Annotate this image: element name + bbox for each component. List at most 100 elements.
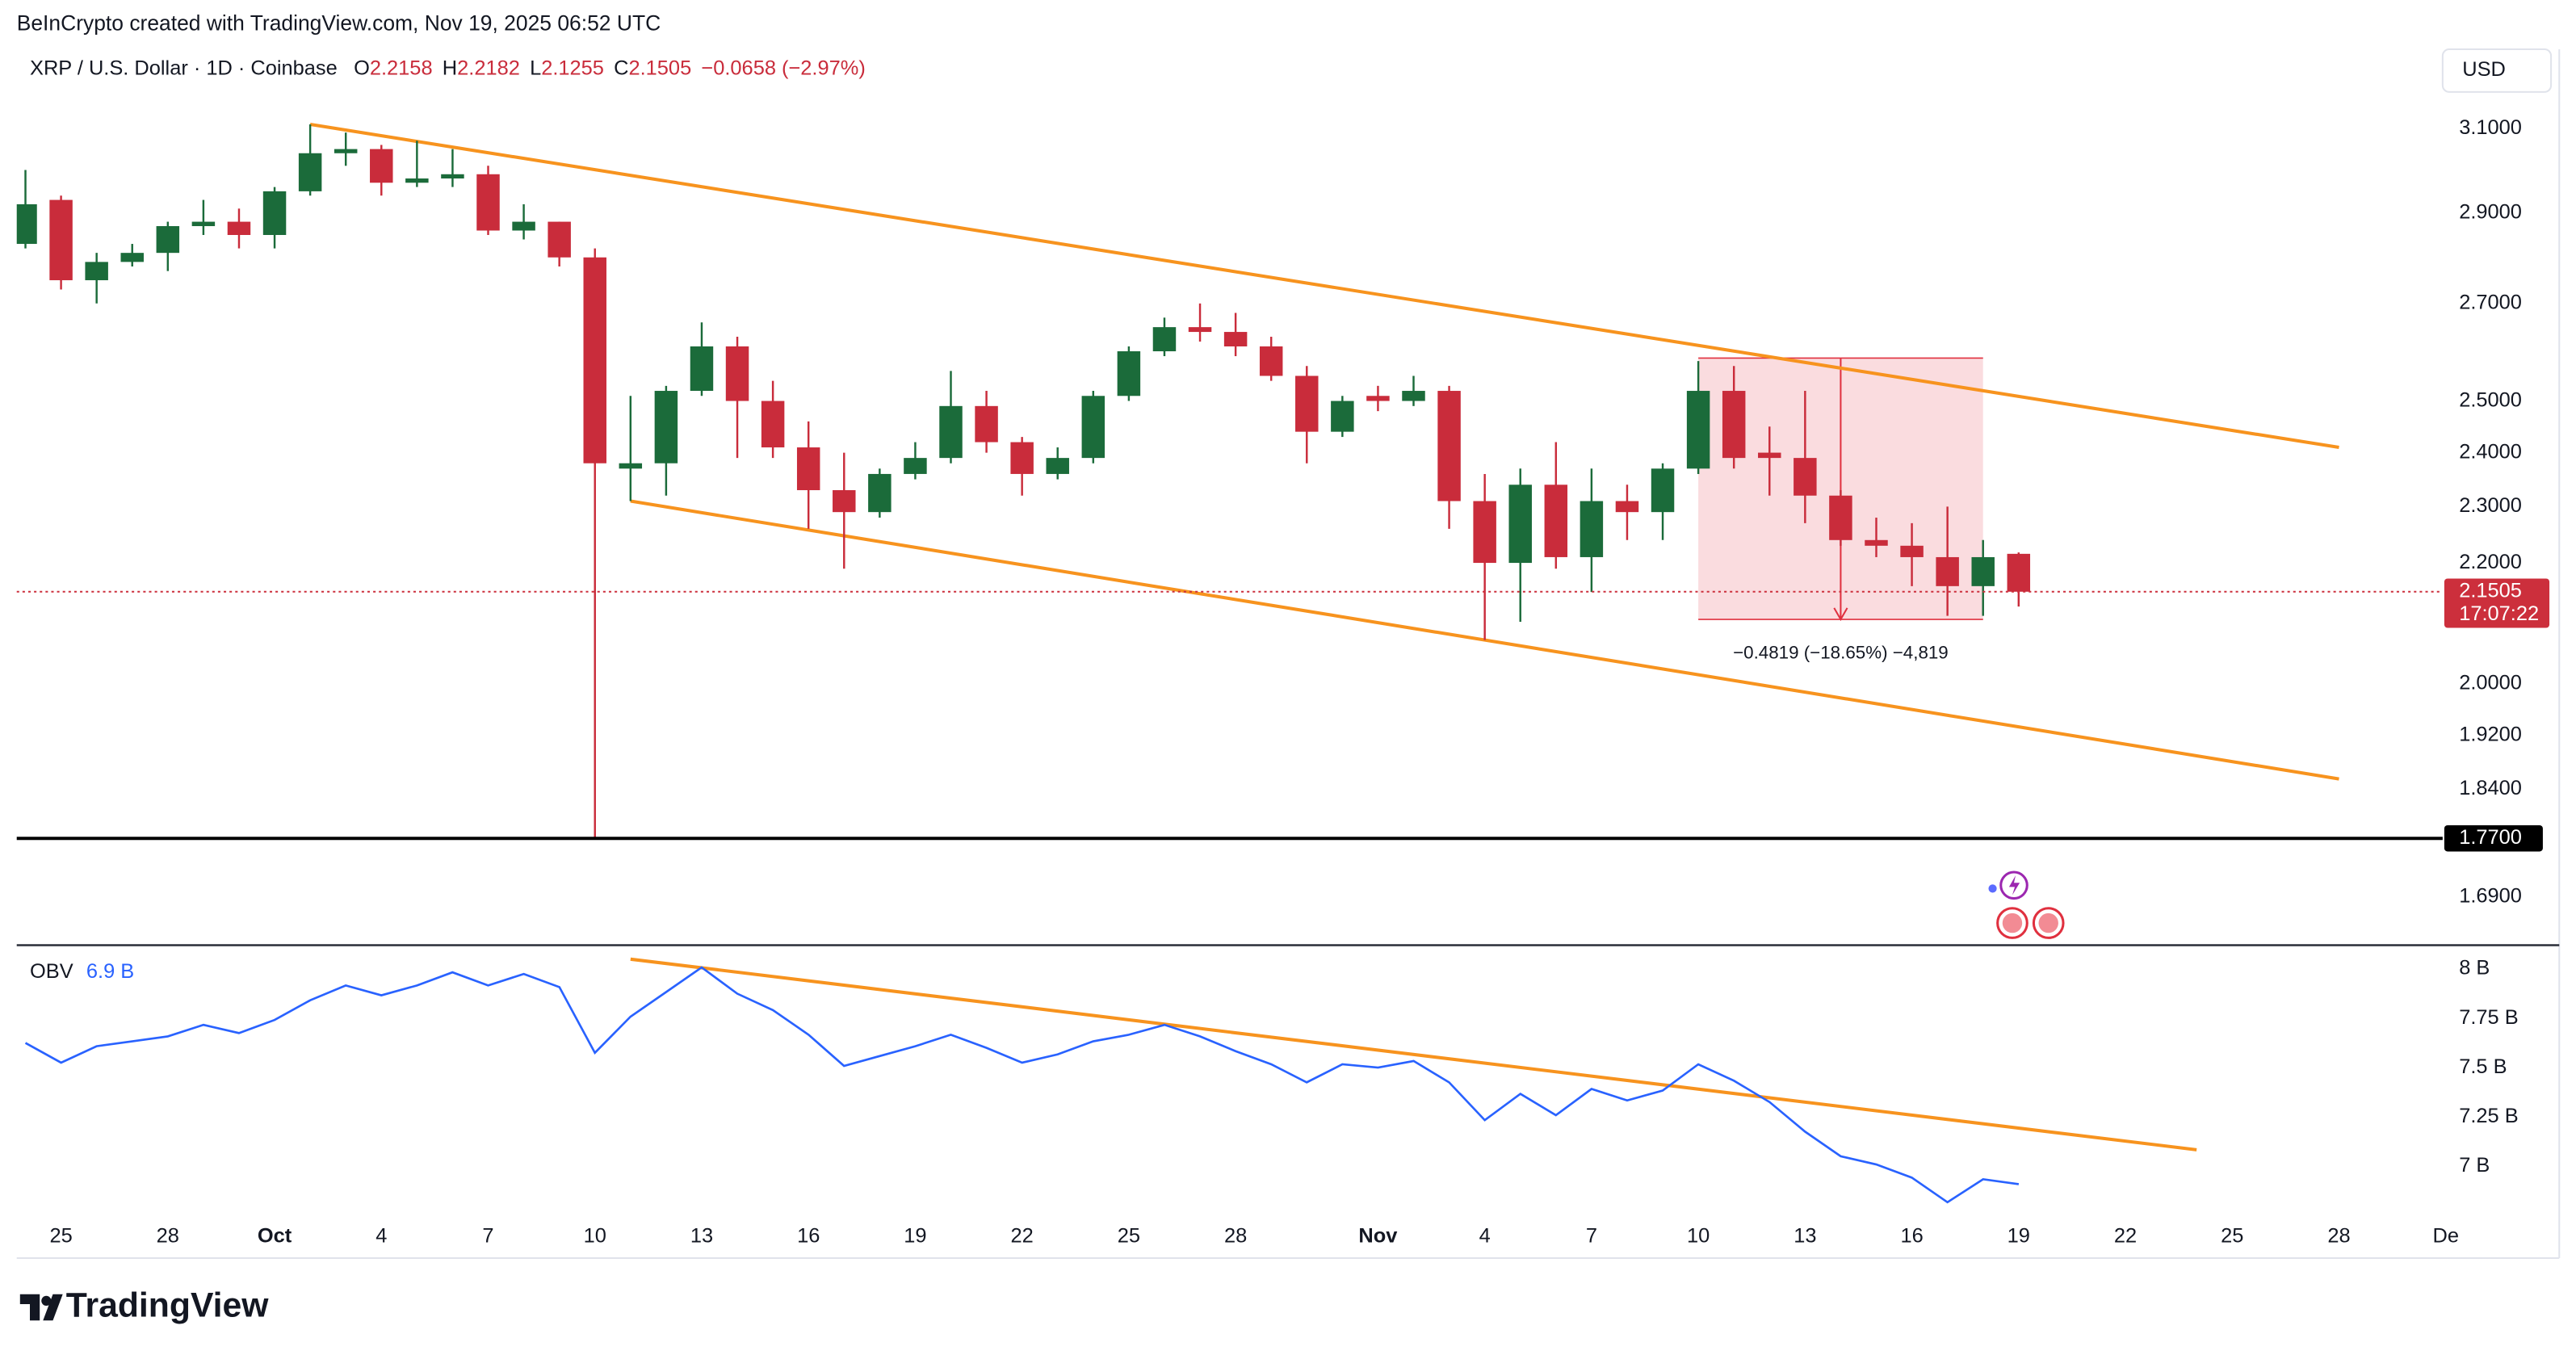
y-tick-label: 7.25 B: [2459, 1105, 2518, 1127]
y-tick-label: 2.4000: [2459, 440, 2522, 463]
currency[interactable]: USD: [2462, 58, 2506, 81]
x-tick-label: De: [2432, 1224, 2458, 1247]
candle-body: [1615, 501, 1639, 513]
x-tick-label: Nov: [1358, 1224, 1398, 1247]
logo-mark: [19, 1294, 63, 1321]
candle-body: [1686, 391, 1710, 469]
candle-body: [334, 149, 358, 153]
candle-body: [1117, 351, 1141, 396]
obv-line: [24, 966, 2020, 1204]
legend-key: H: [443, 57, 457, 79]
candle-body: [441, 174, 464, 179]
y-tick-label: 7.75 B: [2459, 1006, 2518, 1029]
y-tick-label: 1.9200: [2459, 723, 2522, 745]
candle-body: [1366, 396, 1390, 401]
countdown: 17:07:22: [2459, 602, 2539, 625]
y-tick-label: 1.6900: [2459, 884, 2522, 907]
last-price-box: [2444, 578, 2550, 628]
footer: TradingView: [66, 1286, 270, 1324]
candle-body: [298, 153, 322, 191]
candle-body: [120, 253, 144, 262]
candle-body: [548, 221, 571, 258]
x-tick-label: 10: [1687, 1224, 1710, 1247]
x-tick-label: 25: [49, 1224, 72, 1247]
symbol: XRP / U.S. Dollar · 1D · Coinbase: [30, 57, 338, 79]
candle-body: [1508, 485, 1532, 564]
candle-body: [1544, 485, 1568, 557]
measure-arrowhead: [1833, 607, 1848, 622]
legend-value: 2.1255: [541, 57, 604, 79]
obv-legend: OBV 6.9 B: [30, 960, 134, 983]
y-tick-label: 2.9000: [2459, 200, 2522, 223]
candle-body: [476, 174, 500, 231]
legend-key: C: [614, 57, 628, 79]
candle-body: [939, 405, 963, 459]
candle-body: [1437, 391, 1461, 501]
candle-body: [1259, 346, 1283, 376]
x-tick-label: 19: [2008, 1224, 2030, 1247]
flag: [2002, 912, 2023, 933]
candle-body: [619, 463, 643, 469]
x-tick-label: 16: [1900, 1224, 1923, 1247]
candle-body: [1081, 396, 1105, 459]
measure-label: −0.4819 (−18.65%) −4,819: [1733, 643, 1949, 663]
candle-body: [654, 391, 678, 464]
x-tick-label: 25: [2221, 1224, 2243, 1247]
candle-body: [1331, 401, 1354, 432]
y-tick-label: 1.8400: [2459, 777, 2522, 799]
candle-body: [583, 257, 606, 464]
y-tick-label: 2.5000: [2459, 388, 2522, 411]
candle-body: [1152, 327, 1177, 352]
x-tick-label: 13: [1794, 1224, 1816, 1247]
candle-body: [690, 346, 714, 392]
x-tick-label: 4: [375, 1224, 387, 1247]
candle-body: [49, 199, 73, 281]
x-tick-label: 7: [482, 1224, 493, 1247]
trendline: [630, 957, 2197, 1152]
candle-body: [16, 203, 37, 245]
legend-value: 2.2158: [370, 57, 433, 79]
candle-body: [1402, 391, 1425, 401]
candle-body: [796, 447, 820, 491]
logo: [19, 1294, 63, 1321]
currency-button[interactable]: [2441, 48, 2553, 93]
candle-body: [191, 221, 216, 227]
event-icons: [1988, 870, 2065, 939]
legend-value: 2.2182: [457, 57, 520, 79]
y-tick-label: 2.0000: [2459, 671, 2522, 694]
x-tick-label: 19: [904, 1224, 926, 1247]
candle-body: [1794, 458, 1817, 496]
candle-body: [1295, 375, 1319, 432]
candle-body: [512, 221, 535, 231]
level-label: 1.7700: [2459, 826, 2522, 849]
header: BeInCrypto created with TradingView.com,…: [17, 10, 661, 35]
logo-dot: [41, 1295, 52, 1306]
legend-value: 2.1505: [628, 57, 691, 79]
legend-key: L: [530, 57, 541, 79]
candle-body: [1473, 501, 1496, 564]
y-tick-label: 7.5 B: [2459, 1055, 2507, 1078]
y-tick-label: 8 B: [2459, 957, 2490, 980]
candle-body: [156, 226, 180, 254]
x-tick-label: Oct: [258, 1224, 292, 1247]
last-price-label: 2.1505: [2459, 579, 2522, 602]
legend: XRP / U.S. Dollar · 1D · Coinbase O2.2158…: [30, 57, 866, 79]
x-tick-label: 10: [584, 1224, 606, 1247]
x-tick-label: 25: [1118, 1224, 1140, 1247]
x-tick-label: 16: [797, 1224, 820, 1247]
candle-body: [975, 405, 998, 443]
candle-body: [1865, 539, 1888, 546]
y-tick-label: 7 B: [2459, 1154, 2490, 1177]
candle-body: [1722, 391, 1746, 459]
level-box: [2444, 824, 2543, 852]
plot-area: [16, 123, 2339, 1204]
candle-body: [761, 401, 785, 448]
y-tick-label: 2.2000: [2459, 551, 2522, 573]
candle-body: [1936, 556, 1959, 586]
candle-body: [868, 473, 892, 513]
candle-body: [1829, 495, 1852, 540]
candle-body: [1580, 501, 1604, 557]
